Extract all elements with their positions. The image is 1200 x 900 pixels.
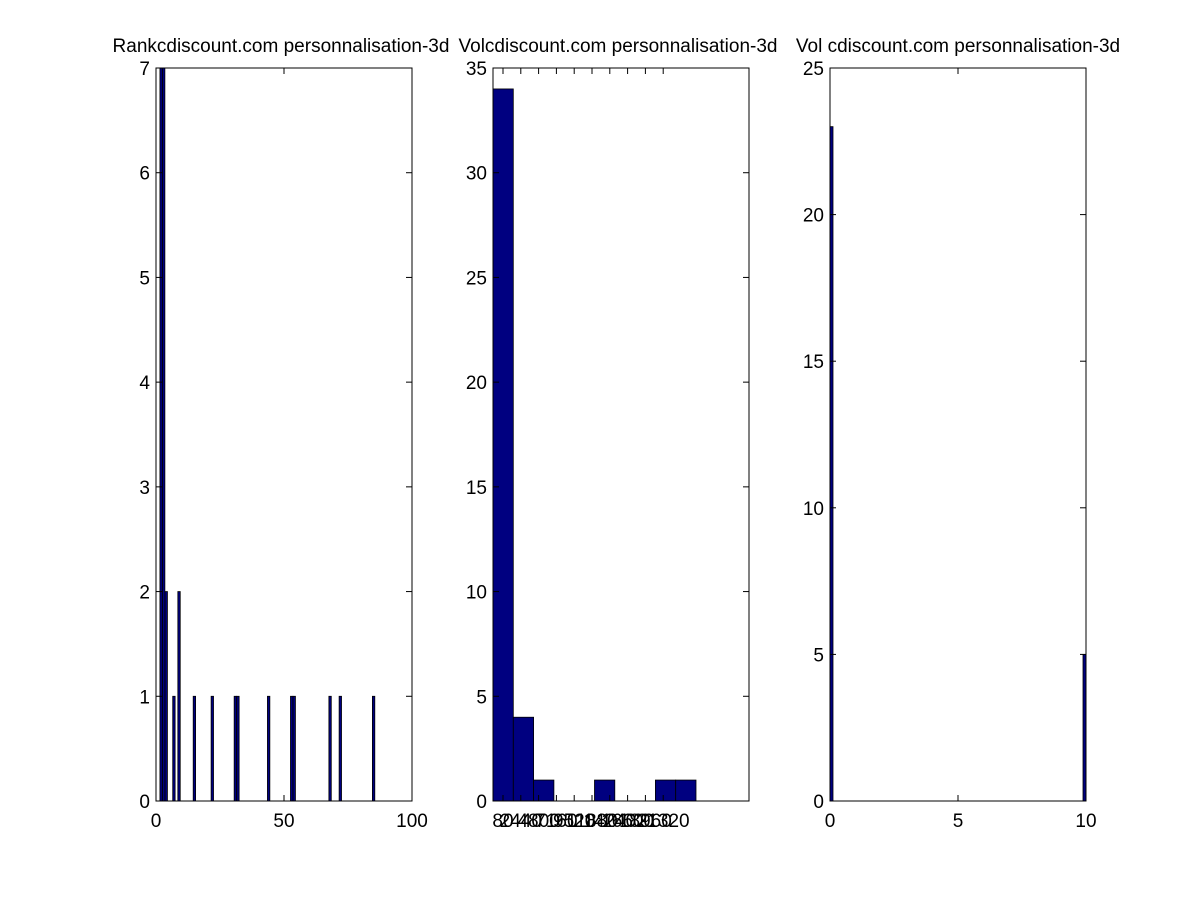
y-tick-label: 10 <box>803 499 824 520</box>
y-tick-label: 0 <box>813 792 824 813</box>
bar <box>172 695 176 802</box>
x-tick-label: 14240 <box>583 811 636 832</box>
bar <box>371 695 376 802</box>
y-tick-label: 15 <box>803 352 824 373</box>
x-tick-label: 10 <box>1075 811 1096 832</box>
y-tick-label: 15 <box>466 478 487 499</box>
bar <box>177 591 181 802</box>
bar <box>159 67 163 802</box>
bar <box>192 695 196 802</box>
bar <box>655 779 677 802</box>
x-tick-label: 100 <box>396 811 428 832</box>
x-tick-label: 11880 <box>566 811 617 832</box>
subplot-3: 0 5 10 15 20 25 0 5 10 Vol cdiscount.com personna… <box>796 36 1120 832</box>
axes-frame <box>829 67 1087 802</box>
x-tick-label: 7160 <box>535 811 577 832</box>
y-tick-label: 5 <box>139 268 150 289</box>
y-tick-label: 25 <box>803 59 824 80</box>
x-tick-label: 4800 <box>517 811 559 832</box>
x-tick-label: 2440 <box>500 811 542 832</box>
y-tick-label: 1 <box>139 687 150 708</box>
x-tick-label: 50 <box>273 811 294 832</box>
bar <box>162 67 166 802</box>
x-tick-label: 16600 <box>601 811 654 832</box>
x-tick-label: 21320 <box>637 811 690 832</box>
bar <box>328 695 332 802</box>
y-tick-label: 0 <box>476 792 487 813</box>
bar <box>267 695 271 802</box>
y-tick-label: 4 <box>139 373 150 394</box>
bar <box>290 695 294 802</box>
subplot-title: Volcdiscount.com personnalisation-3d <box>459 36 778 57</box>
subplot-title: Rankcdiscount.com personnalisation-3d <box>113 36 450 57</box>
y-tick-label: 5 <box>476 687 487 708</box>
subplot-1: 0 1 2 3 4 5 6 7 0 50 100 Rankcdiscount.com personna… <box>113 36 450 832</box>
bar <box>292 695 296 802</box>
x-tick-label: 5 <box>953 811 964 832</box>
subplot-2: 0 5 10 15 20 25 30 35 80244048007160952011880142… <box>459 36 778 832</box>
bar <box>675 779 697 802</box>
bar <box>594 779 616 802</box>
x-tick-label: 18960 <box>619 811 672 832</box>
bar <box>512 716 534 802</box>
y-tick-label: 0 <box>139 792 150 813</box>
bar <box>338 695 342 802</box>
bar <box>164 591 168 802</box>
bar <box>236 695 240 802</box>
y-tick-label: 10 <box>466 583 487 604</box>
bar <box>533 779 555 802</box>
y-tick-label: 7 <box>139 59 150 80</box>
y-tick-label: 30 <box>466 164 487 185</box>
axes-frame <box>155 67 413 802</box>
y-tick-label: 6 <box>139 164 150 185</box>
y-tick-label: 25 <box>466 268 487 289</box>
y-tick-label: 2 <box>139 583 150 604</box>
y-tick-label: 35 <box>466 59 487 80</box>
bar <box>233 695 237 802</box>
y-tick-label: 20 <box>803 206 824 227</box>
x-tick-label: 0 <box>825 811 836 832</box>
y-tick-label: 20 <box>466 373 487 394</box>
subplot-title: Vol cdiscount.com personnalisation-3d <box>796 36 1120 57</box>
y-tick-label: 3 <box>139 478 150 499</box>
x-tick-label: 0 <box>151 811 162 832</box>
bar <box>210 695 214 802</box>
x-tick-label: 9520 <box>553 811 595 832</box>
bar <box>492 88 514 802</box>
x-tick-label: 80 <box>492 811 513 832</box>
y-tick-label: 5 <box>813 645 824 666</box>
axes-frame <box>492 67 750 802</box>
